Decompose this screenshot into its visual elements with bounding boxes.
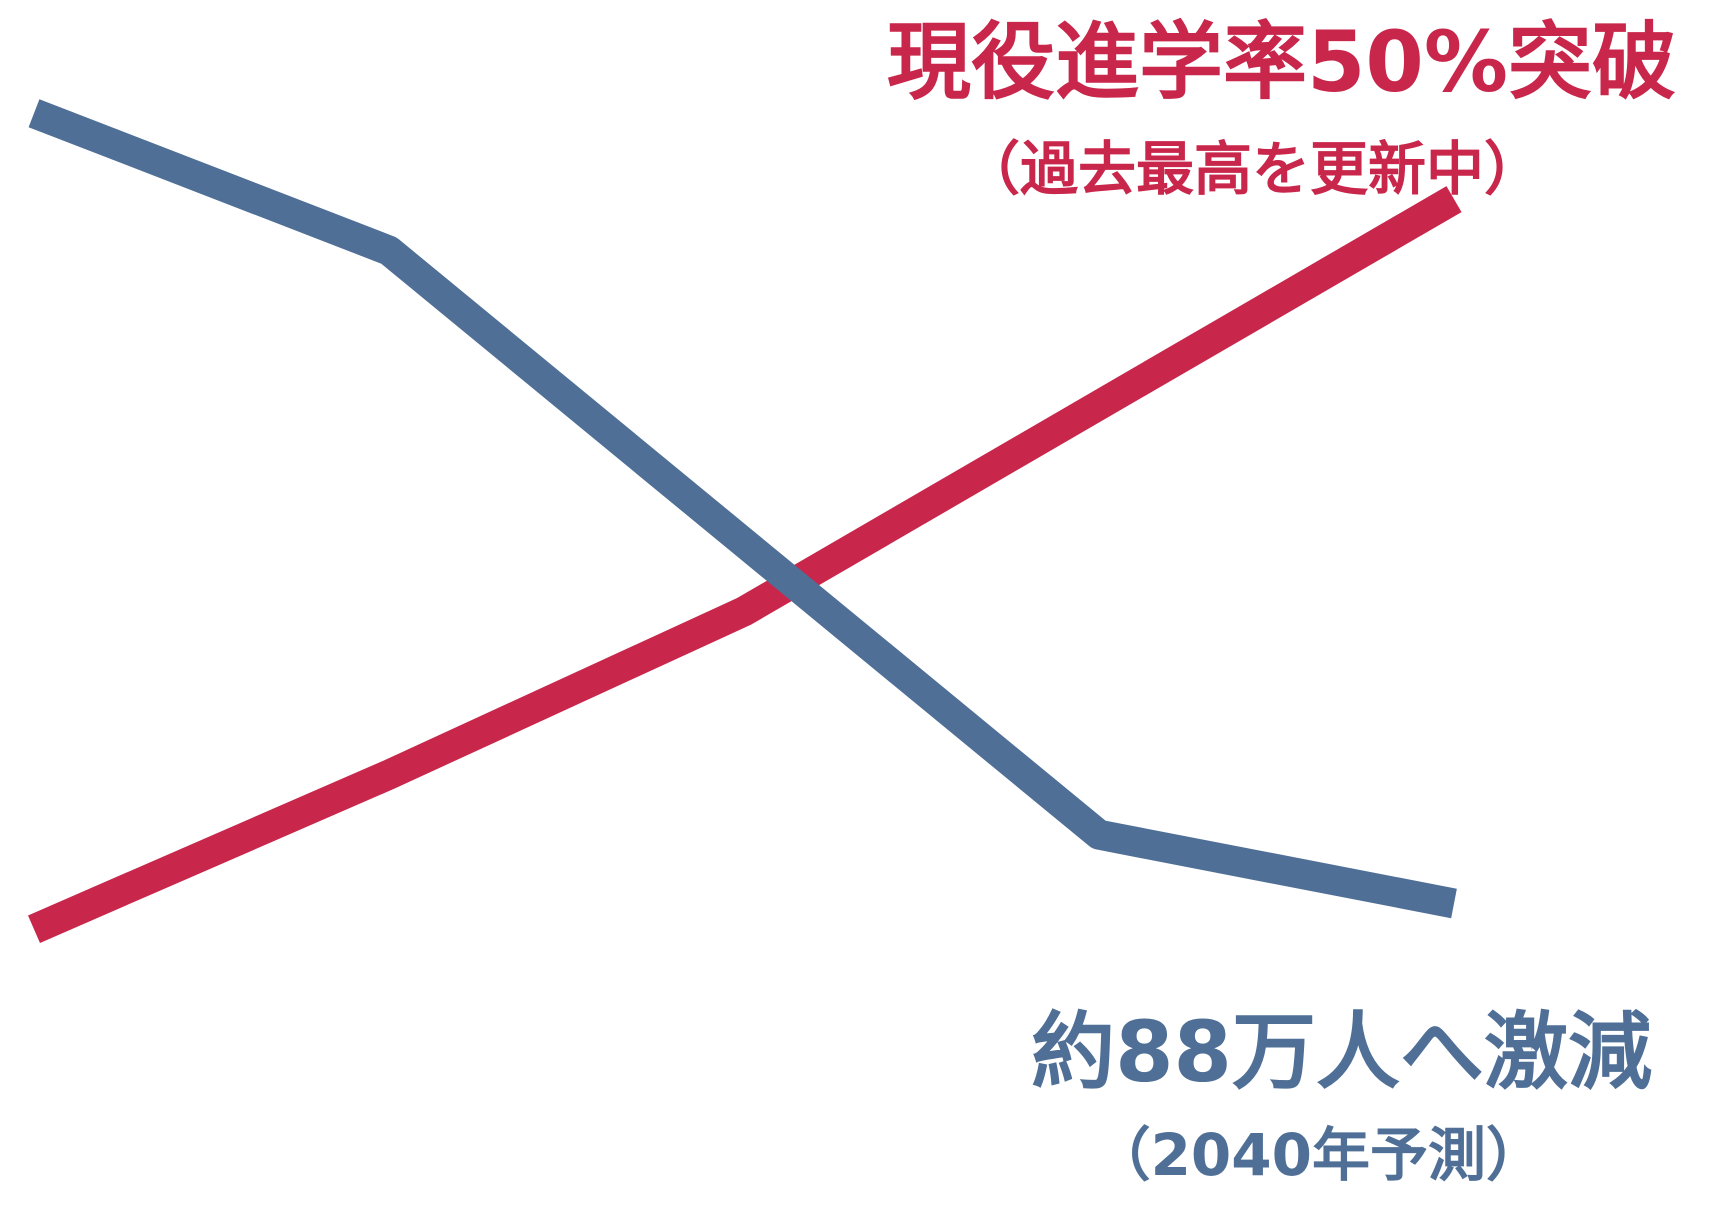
series-line-rise (28, 186, 1462, 943)
rise-annotation-subtitle: （過去最高を更新中） (961, 135, 1542, 203)
rise-annotation-title: 現役進学率50%突破 (886, 13, 1676, 111)
fall-annotation-subtitle: （2040年予測） (1092, 1121, 1544, 1189)
fall-annotation-title: 約88万人へ激減 (1031, 1003, 1652, 1101)
series-line-fall (28, 99, 1457, 919)
